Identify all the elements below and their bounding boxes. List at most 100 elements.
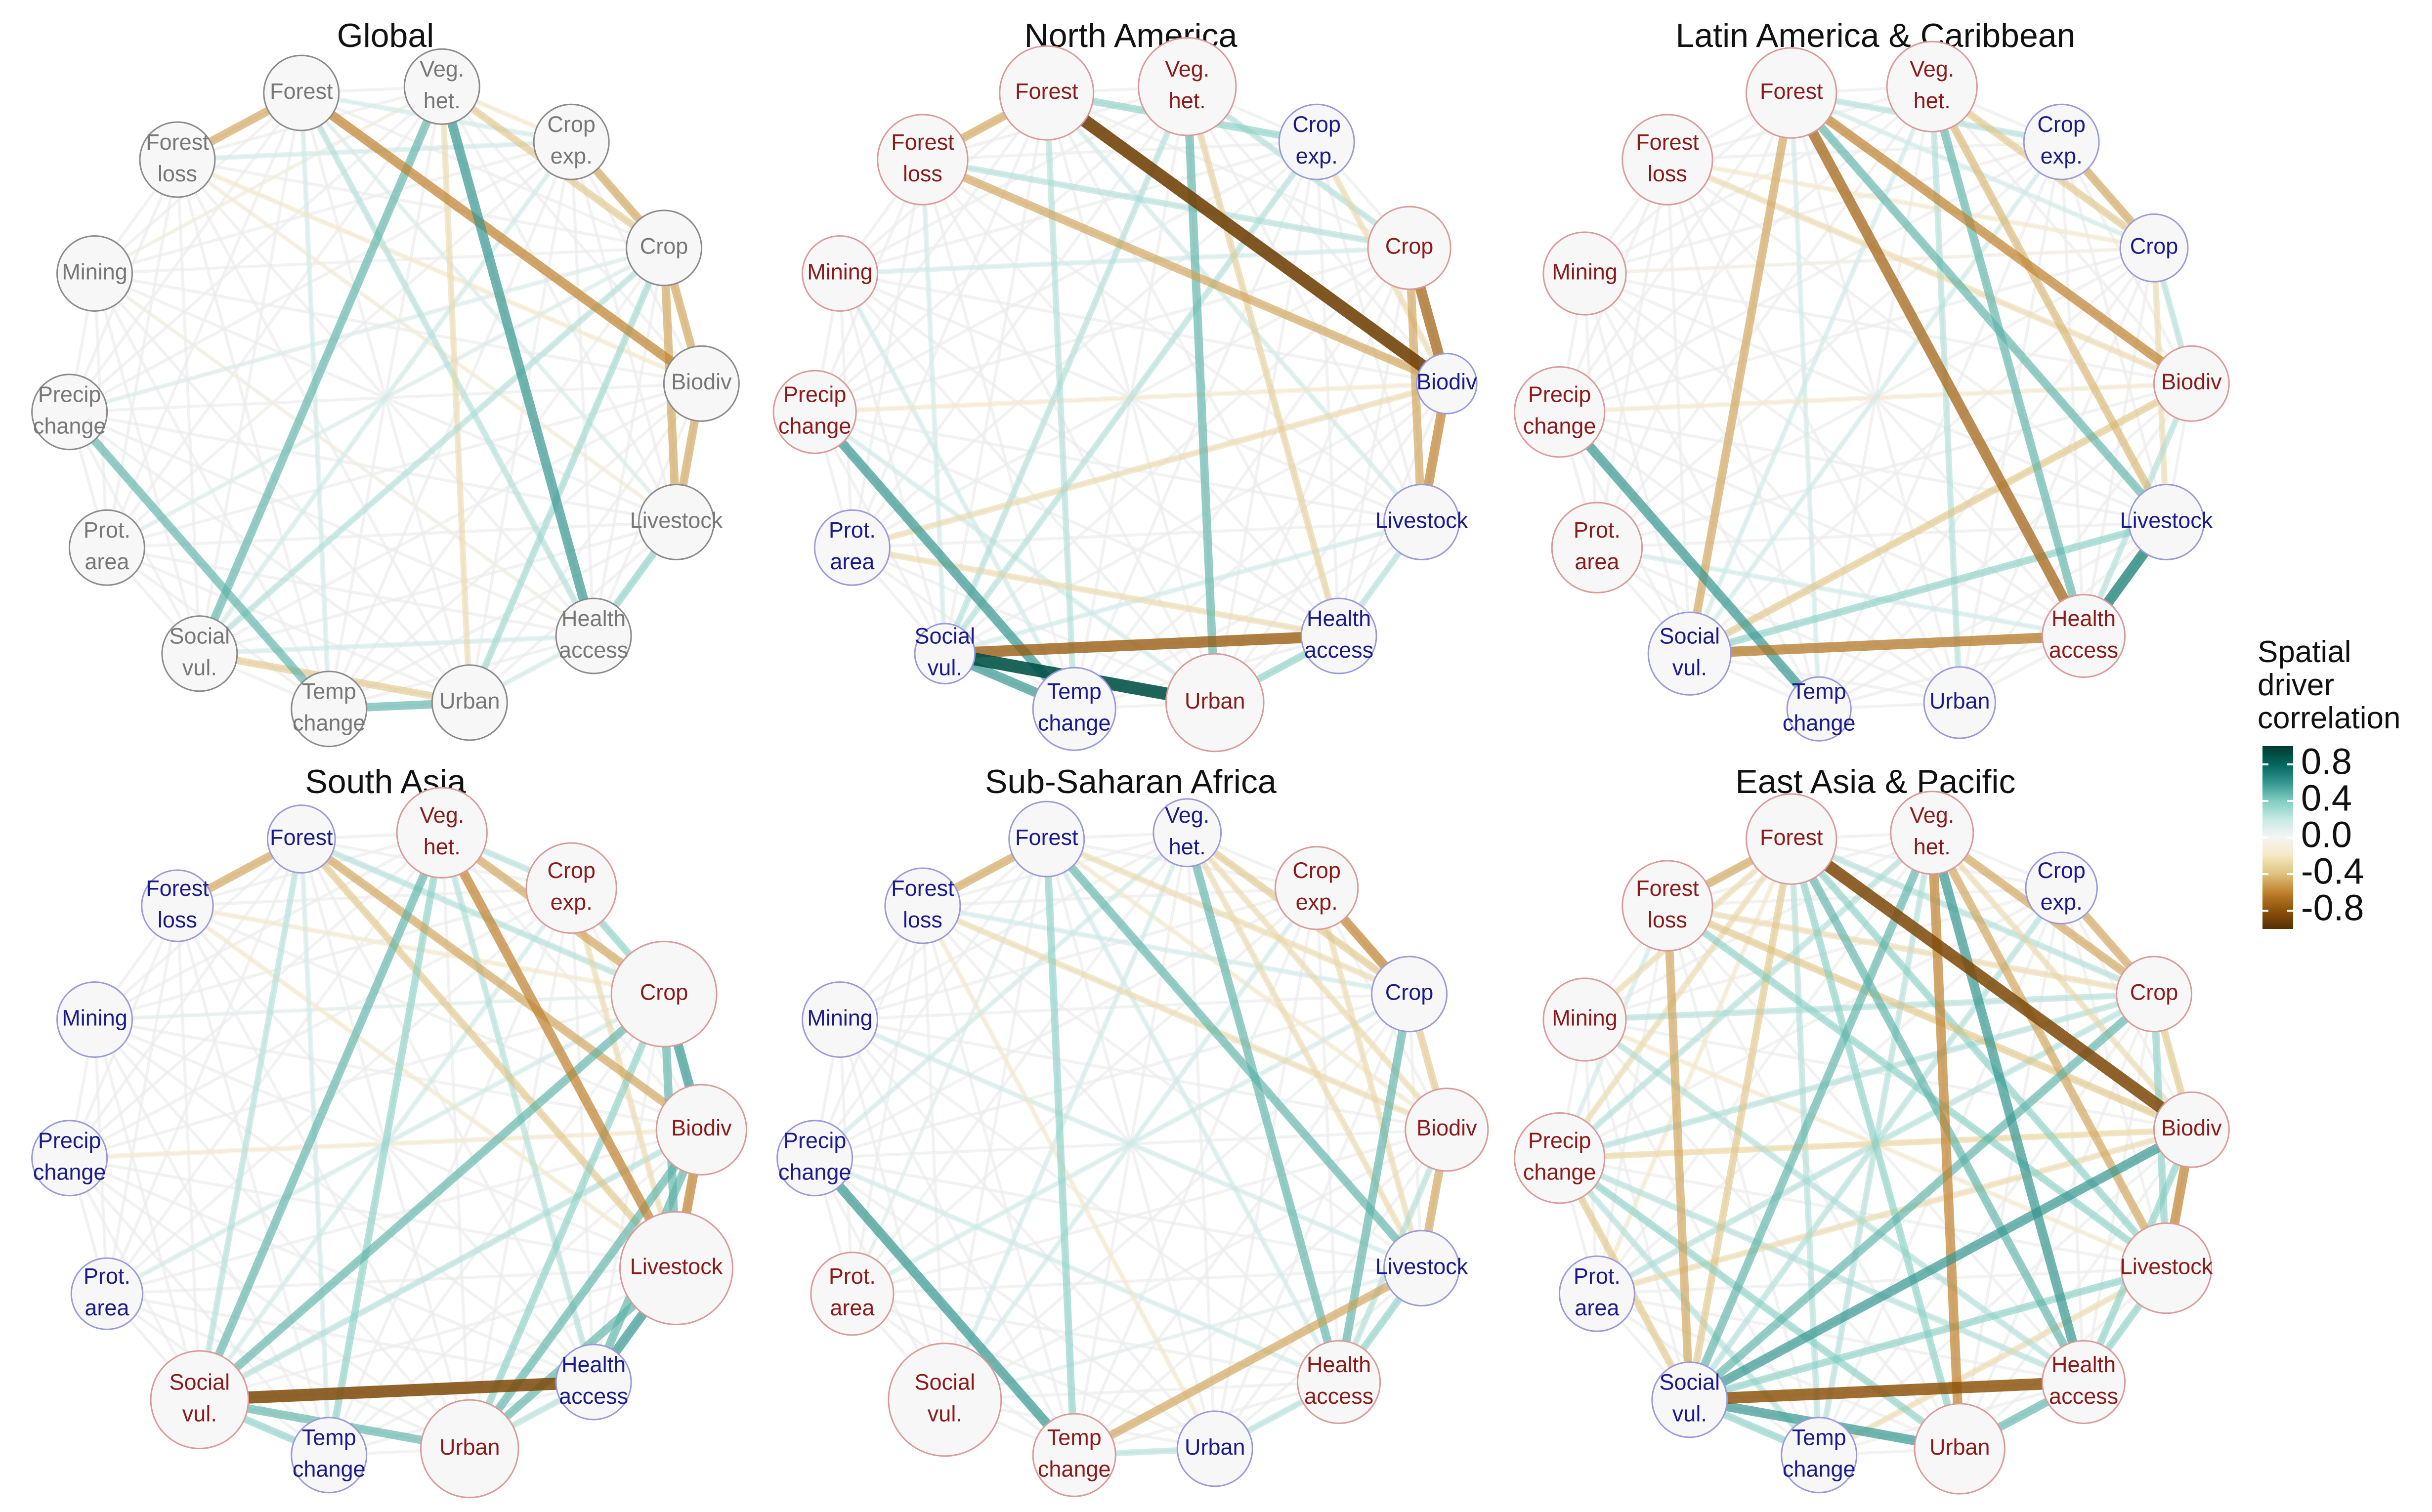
edge-faint xyxy=(922,904,1423,1269)
node-label: Crop xyxy=(547,112,596,137)
edge-prot-area-crop xyxy=(851,992,1411,1296)
edge-forest-social-vul- xyxy=(1686,838,1795,1401)
edge-faint xyxy=(69,140,572,414)
edge-faint xyxy=(814,992,1410,1160)
node-label: Forest xyxy=(1760,825,1823,850)
edge-faint xyxy=(199,520,677,655)
node-label: Crop xyxy=(2130,980,2178,1005)
node-label: Prot. xyxy=(829,517,876,543)
panel-4: Sub-Saharan Africa Forest Veg. het. Crop exp.… xyxy=(776,763,1489,1497)
node-circle xyxy=(877,114,969,206)
node-label: vul. xyxy=(182,1401,217,1427)
edge-forest-health-access xyxy=(1044,838,1341,1384)
node-label: Veg. xyxy=(1165,802,1209,828)
edge-faint xyxy=(839,831,1188,1021)
edge-faint xyxy=(943,92,1048,654)
edge-faint xyxy=(838,1019,1076,1456)
node-label: Forest xyxy=(270,825,333,850)
node-circle xyxy=(1781,1417,1858,1494)
edge-faint xyxy=(1958,382,2193,704)
edge-faint xyxy=(814,140,1318,414)
edge-precip-change-temp-change xyxy=(811,409,1078,713)
edge-faint xyxy=(176,904,702,1132)
node-label: Crop xyxy=(640,980,688,1005)
edge-faint xyxy=(107,1266,677,1296)
edge-faint xyxy=(1213,887,1319,1449)
edge-faint xyxy=(105,159,179,548)
node-label: vul. xyxy=(1672,1401,1707,1427)
edge-faint xyxy=(1073,520,1422,711)
edge-crop-health-access xyxy=(1334,993,1413,1383)
node-circle xyxy=(1551,502,1643,593)
edge-veg-het--health-access xyxy=(1184,85,1342,637)
edge-faint xyxy=(94,886,572,1021)
edge-veg-het--health-access xyxy=(1927,831,2089,1384)
edge-mining-crop xyxy=(94,992,664,1022)
node-label: Social xyxy=(915,1370,976,1395)
panel-3: South AsiaForestVeg.het.Cropexp.CropBiod… xyxy=(31,763,748,1499)
edge-faint xyxy=(840,246,1409,275)
edge-faint xyxy=(93,1018,471,1450)
edge-faint xyxy=(199,382,702,655)
edge-forest-temp-change xyxy=(1043,92,1078,709)
edge-precip-change-temp-change xyxy=(66,409,333,712)
panel-0: GlobalForestVeg.het.Cropexp.CropBiodivLi… xyxy=(31,17,740,748)
node-label: Mining xyxy=(62,1005,128,1030)
edge-crop-exp--social-vul- xyxy=(942,140,1320,656)
node-label: area xyxy=(1575,549,1620,574)
node-circle xyxy=(291,671,368,748)
edge-faint xyxy=(921,905,1076,1456)
node-label: Crop xyxy=(1292,858,1341,883)
edge-faint xyxy=(922,886,1317,908)
edge-faint xyxy=(839,1018,1216,1450)
edge-faint xyxy=(1583,273,1691,654)
edge-faint xyxy=(1818,993,2156,1456)
node-circle xyxy=(56,981,133,1058)
node-label: het. xyxy=(1914,88,1951,113)
edge-faint xyxy=(69,992,665,1160)
node-label: Mining xyxy=(1552,1005,1618,1030)
node-circle xyxy=(1542,231,1627,316)
edge-faint xyxy=(1559,410,2167,524)
node-circle xyxy=(813,509,891,586)
node-circle xyxy=(1008,800,1085,878)
node-label: Urban xyxy=(1185,1434,1245,1460)
node-label: access xyxy=(1304,1384,1373,1409)
edge-faint xyxy=(93,1019,331,1456)
edge-faint xyxy=(1931,85,2193,385)
edge-mining-crop xyxy=(840,245,1409,276)
edge-biodiv-social-vul- xyxy=(1687,1125,2194,1404)
edge-crop-exp--social-vul- xyxy=(942,886,1319,1401)
edge-forest-loss-social-vul- xyxy=(1663,905,1694,1400)
node-label: area xyxy=(830,1295,875,1320)
node-label: area xyxy=(830,549,875,574)
node-label: access xyxy=(2049,637,2118,663)
network-panels: GlobalForestVeg.het.Cropexp.CropBiodivLi… xyxy=(31,17,2230,1499)
node-label: Biodiv xyxy=(2161,1115,2222,1140)
edge-faint xyxy=(1584,85,1933,275)
edge-veg-het--social-vul- xyxy=(1687,85,1935,655)
edge-forest-loss-biodiv xyxy=(176,157,703,386)
panel-title: Latin America & Caribbean xyxy=(1676,17,2076,54)
edge-faint xyxy=(1596,546,1961,704)
edge-faint xyxy=(328,247,666,710)
edge-faint xyxy=(814,410,1422,524)
node-label: loss xyxy=(158,161,197,186)
node-label: change xyxy=(33,1160,106,1185)
panel-5: East Asia & Pacific Forest Veg. het. Crop exp… xyxy=(1513,763,2230,1495)
legend-tick-label: -0.4 xyxy=(2301,851,2364,892)
edge-veg-het--urban xyxy=(438,86,473,703)
node-label: change xyxy=(293,1457,366,1482)
edge-forest-biodiv xyxy=(299,836,704,1134)
node-circle xyxy=(776,1120,853,1197)
node-label: Crop xyxy=(2037,112,2086,137)
edge-veg-het--health-access xyxy=(437,85,598,637)
node-label: het. xyxy=(1914,834,1951,859)
node-label: Livestock xyxy=(630,1254,723,1279)
edge-faint xyxy=(177,158,665,250)
edge-faint xyxy=(851,159,924,548)
edge-mining-veg-het- xyxy=(93,84,443,276)
node-label: Social xyxy=(915,624,976,649)
edge-faint xyxy=(839,85,1188,275)
edge-faint xyxy=(93,273,331,710)
